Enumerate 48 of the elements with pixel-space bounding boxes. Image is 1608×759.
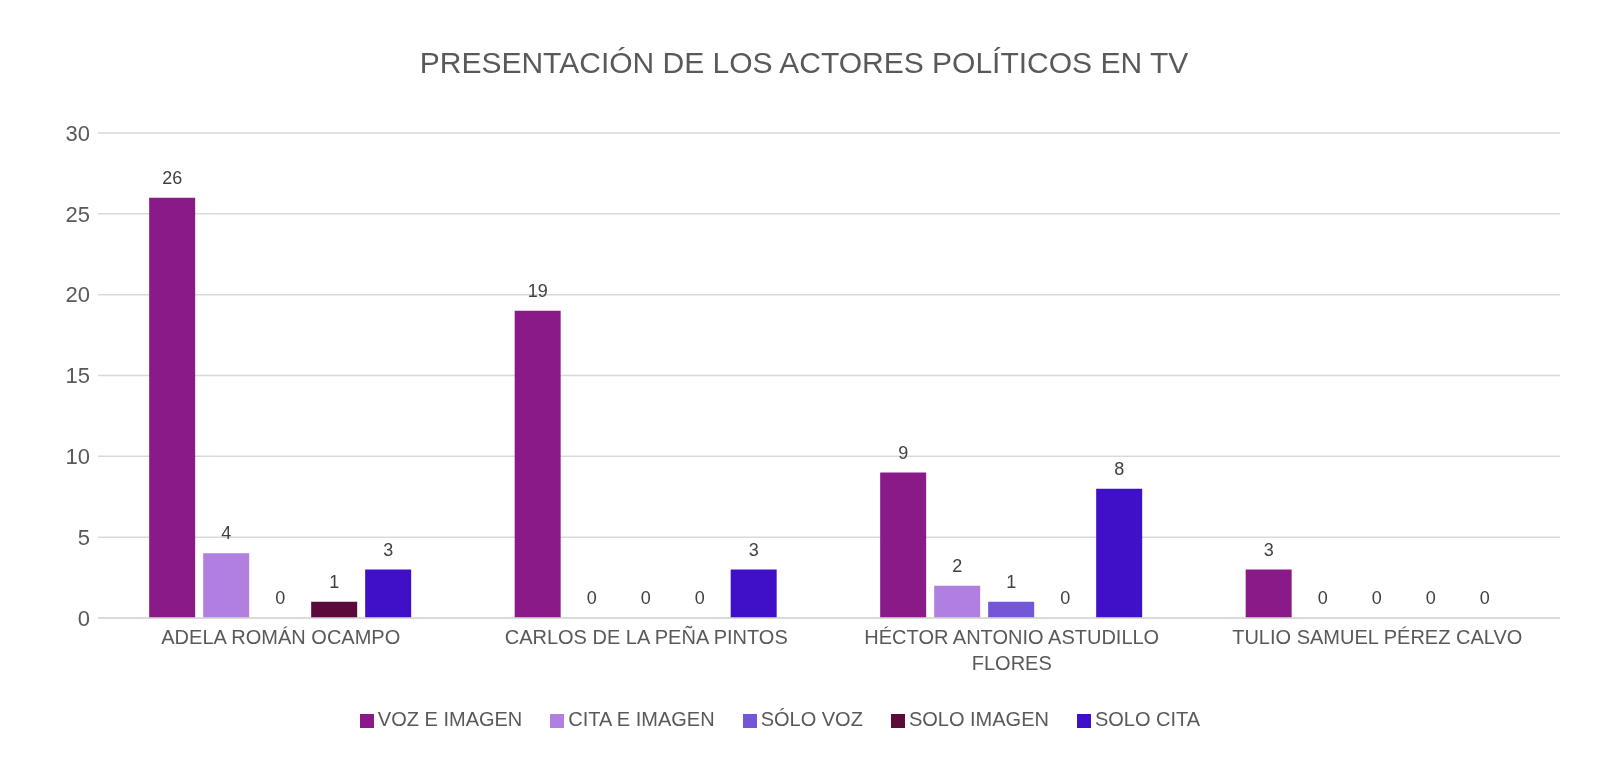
bar <box>934 585 981 618</box>
bar <box>311 601 358 618</box>
data-label: 26 <box>162 167 183 188</box>
data-label: 4 <box>221 523 232 544</box>
y-tick-label: 0 <box>77 605 90 631</box>
x-tick-label: HÉCTOR ANTONIO ASTUDILLO FLORES <box>864 626 1160 674</box>
legend-label: CITA E IMAGEN <box>568 708 715 730</box>
data-label: 0 <box>1060 587 1071 608</box>
data-label: 3 <box>383 539 394 560</box>
data-label: 8 <box>1114 458 1125 479</box>
data-label: 19 <box>527 280 548 301</box>
bar <box>1245 569 1292 618</box>
y-tick-label: 5 <box>77 524 90 550</box>
bar <box>365 569 412 618</box>
bar <box>203 553 250 618</box>
data-label: 9 <box>898 442 909 463</box>
y-tick-label: 20 <box>65 282 90 308</box>
legend-label: VOZ E IMAGEN <box>377 708 523 730</box>
data-label: 0 <box>1371 587 1382 608</box>
y-tick-label: 30 <box>65 120 90 146</box>
data-label: 2 <box>952 555 963 576</box>
data-label: 0 <box>694 587 705 608</box>
bar <box>149 197 196 618</box>
data-label: 3 <box>748 539 759 560</box>
bar <box>880 472 927 618</box>
data-label: 0 <box>275 587 286 608</box>
x-tick-label: ADELA ROMÁN OCAMPO <box>161 626 401 648</box>
data-label: 0 <box>1479 587 1490 608</box>
y-tick-label: 15 <box>65 363 90 389</box>
data-label: 0 <box>640 587 651 608</box>
legend-label: SOLO CITA <box>1094 708 1201 730</box>
bar <box>988 601 1035 618</box>
legend-label: SÓLO VOZ <box>760 708 863 730</box>
data-label: 0 <box>586 587 597 608</box>
data-label: 3 <box>1263 539 1274 560</box>
data-label: 0 <box>1317 587 1328 608</box>
data-label: 1 <box>329 571 340 592</box>
chart-title: PRESENTACIÓN DE LOS ACTORES POLÍTICOS EN TV <box>418 46 1190 80</box>
x-tick-label: CARLOS DE LA PEÑA PINTOS <box>504 625 788 648</box>
bar <box>1096 488 1143 618</box>
bar <box>514 310 561 618</box>
bar <box>730 569 777 618</box>
x-tick-label: TULIO SAMUEL PÉREZ CALVO <box>1232 626 1523 648</box>
data-label: 1 <box>1006 571 1017 592</box>
y-tick-label: 10 <box>65 444 90 470</box>
y-tick-label: 25 <box>65 201 90 227</box>
data-label: 0 <box>1425 587 1436 608</box>
legend-label: SOLO IMAGEN <box>908 708 1049 730</box>
